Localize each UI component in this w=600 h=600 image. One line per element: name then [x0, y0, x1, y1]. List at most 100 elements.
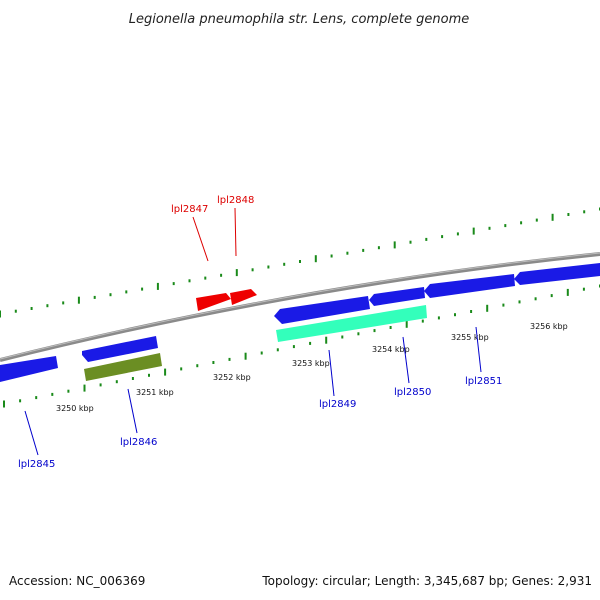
label-lpl2846[interactable]: lpl2846 — [120, 437, 157, 448]
scale-label-3253: 3253 kbp — [292, 359, 330, 368]
label-lpl2848[interactable]: lpl2848 — [217, 195, 254, 206]
minor-tick — [109, 293, 112, 297]
minor-tick — [504, 224, 507, 228]
gene-lpl2846-blue[interactable] — [82, 336, 158, 362]
minor-tick — [409, 240, 412, 244]
minor-tick — [346, 251, 349, 255]
scale-label-3252: 3252 kbp — [213, 373, 251, 382]
minor-tick — [35, 396, 38, 400]
minor-tick — [251, 268, 254, 272]
minor-tick — [456, 232, 459, 236]
leader-lpl2851 — [475, 326, 482, 373]
page-title: Legionella pneumophila str. Lens, comple… — [129, 12, 470, 27]
major-tick — [551, 213, 554, 221]
minor-tick — [362, 248, 365, 252]
leader-lpl2850 — [402, 336, 410, 384]
minor-tick — [62, 301, 65, 305]
minor-tick — [204, 276, 207, 280]
minor-tick — [377, 246, 380, 250]
lower-tick-track — [3, 284, 600, 408]
major-tick — [566, 288, 569, 296]
label-lpl2845[interactable]: lpl2845 — [18, 459, 55, 470]
major-tick — [472, 227, 475, 235]
minor-tick — [141, 287, 144, 291]
minor-tick — [357, 332, 360, 336]
minor-tick — [67, 389, 70, 393]
minor-tick — [454, 313, 456, 317]
minor-tick — [196, 364, 199, 368]
minor-tick — [115, 380, 118, 384]
major-tick — [486, 304, 489, 312]
minor-tick — [125, 290, 128, 294]
scale-label-3250: 3250 kbp — [56, 404, 94, 413]
minor-tick — [267, 265, 270, 269]
gene-lpl2848[interactable] — [230, 289, 257, 305]
gene-lpl2846[interactable] — [84, 353, 162, 381]
major-tick — [314, 255, 317, 263]
major-tick — [3, 400, 5, 408]
label-lpl2847[interactable]: lpl2847 — [171, 204, 208, 215]
minor-tick — [582, 287, 585, 291]
minor-tick — [441, 235, 444, 239]
minor-tick — [93, 295, 96, 299]
genome-backbone — [0, 252, 600, 362]
major-tick — [235, 269, 238, 277]
minor-tick — [470, 310, 473, 313]
gene-lpl2849-teal[interactable] — [276, 305, 427, 342]
minor-tick — [421, 319, 424, 323]
minor-tick — [437, 316, 440, 320]
minor-tick — [172, 282, 175, 286]
minor-tick — [51, 392, 54, 396]
minor-tick — [341, 335, 344, 339]
gene-lpl2850[interactable] — [369, 287, 425, 306]
minor-tick — [425, 237, 428, 241]
scale-label-3255: 3255 kbp — [451, 333, 489, 342]
gene-lpl2847[interactable] — [196, 293, 231, 311]
leader-lpl2849 — [328, 349, 335, 397]
minor-tick — [46, 304, 49, 308]
minor-tick — [131, 377, 134, 380]
leader-lpl2847 — [192, 216, 209, 262]
leader-lpl2845 — [24, 410, 39, 456]
scale-label-3256: 3256 kbp — [530, 322, 568, 331]
minor-tick — [502, 303, 505, 307]
minor-tick — [330, 254, 333, 258]
minor-tick — [19, 399, 22, 403]
minor-tick — [299, 260, 301, 263]
major-tick — [77, 296, 80, 304]
gene-lpl2851[interactable] — [424, 274, 515, 298]
major-tick — [244, 352, 247, 360]
minor-tick — [283, 262, 286, 266]
scale-label-3251: 3251 kbp — [136, 388, 174, 397]
label-lpl2851[interactable]: lpl2851 — [465, 376, 502, 387]
minor-tick — [583, 210, 586, 214]
minor-tick — [488, 226, 491, 230]
gene-lpl2845[interactable] — [0, 356, 58, 382]
gene-lpl2849[interactable] — [274, 296, 370, 324]
minor-tick — [188, 279, 191, 283]
minor-tick — [212, 361, 215, 364]
label-lpl2850[interactable]: lpl2850 — [394, 387, 431, 398]
minor-tick — [30, 307, 33, 310]
major-tick — [0, 310, 1, 318]
upper-tick-track — [0, 207, 600, 318]
summary-text: Topology: circular; Length: 3,345,687 bp… — [261, 574, 592, 588]
minor-tick — [148, 373, 150, 377]
minor-tick — [309, 341, 312, 345]
major-tick — [156, 282, 159, 290]
label-lpl2849[interactable]: lpl2849 — [319, 399, 356, 410]
minor-tick — [550, 294, 553, 298]
minor-tick — [389, 326, 392, 329]
minor-tick — [180, 367, 183, 371]
scale-label-3254: 3254 kbp — [372, 345, 410, 354]
minor-tick — [534, 297, 537, 301]
minor-tick — [228, 357, 231, 361]
major-tick — [83, 384, 86, 392]
gene-next[interactable] — [514, 263, 600, 285]
minor-tick — [220, 273, 223, 277]
major-tick — [164, 368, 167, 376]
minor-tick — [535, 218, 538, 222]
minor-tick — [99, 383, 102, 387]
major-tick — [393, 241, 396, 249]
